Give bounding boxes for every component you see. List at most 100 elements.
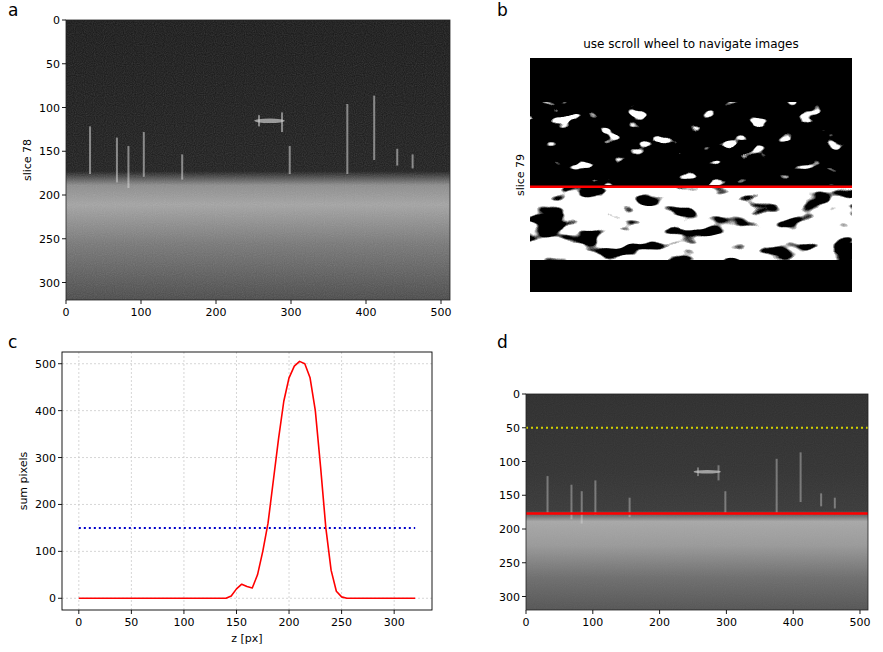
y-tick [522,596,526,597]
image-band [530,187,852,260]
y-tick-label: 0 [49,592,56,605]
y-tick [62,20,66,21]
panel-title: use scroll wheel to navigate images [583,37,799,51]
y-tick-label: 50 [506,422,520,435]
y-tick [58,410,62,411]
grid-line [131,352,132,610]
x-tick-label: 200 [279,616,300,629]
y-tick-label: 150 [39,145,60,158]
y-tick-label: 500 [35,358,56,371]
y-tick-label: 100 [39,102,60,115]
panel-letter: a [8,0,18,20]
y-tick-label: 250 [499,557,520,570]
plot-frame [62,352,432,610]
y-tick [522,529,526,530]
y-tick-label: 100 [499,456,520,469]
panel-letter: c [8,332,17,352]
x-tick-label: 300 [716,616,737,629]
y-tick [522,495,526,496]
x-tick [859,610,860,614]
y-tick [58,457,62,458]
plot-area [62,352,432,610]
panel-letter: d [497,332,508,352]
y-tick-label: 400 [35,405,56,418]
x-tick [291,300,292,304]
x-tick [441,300,442,304]
y-tick [522,461,526,462]
x-tick-label: 100 [173,616,194,629]
y-tick [522,562,526,563]
x-tick-label: 300 [281,306,302,319]
x-axis-title: z [px] [231,632,262,645]
y-axis-title: slice 78 [21,139,34,181]
plot-area [530,58,852,292]
plot-frame [526,394,868,610]
reference-line [526,427,868,429]
grid-line [341,352,342,610]
y-tick [58,504,62,505]
panel-d: 0100200300400500050100150200250300d [497,332,870,629]
y-tick [62,238,66,239]
y-tick-label: 0 [53,14,60,27]
image-noise [526,394,868,610]
y-tick [62,107,66,108]
x-tick-label: 100 [582,616,603,629]
y-tick-label: 0 [513,388,520,401]
grid-line [183,352,184,610]
grid-line [394,352,395,610]
y-tick-label: 50 [46,58,60,71]
x-tick [131,610,132,614]
y-axis-title: slice 79 [514,154,527,196]
panel-letter: b [497,0,508,20]
reference-line [530,185,852,188]
x-tick [216,300,217,304]
plot-area [66,20,450,300]
x-tick-label: 300 [384,616,405,629]
x-tick [289,610,290,614]
x-tick [341,610,342,614]
y-tick [58,363,62,364]
y-tick-label: 200 [39,189,60,202]
grid-line [62,504,432,505]
panel-b: slice 79 use scroll wheel to navigate ima… [497,0,852,292]
x-tick-label: 250 [331,616,352,629]
x-tick [526,610,527,614]
grid-line [236,352,237,610]
x-tick [183,610,184,614]
grid-line [62,551,432,552]
image-blobs [530,102,852,184]
image-background [526,394,868,610]
x-tick-label: 200 [649,616,670,629]
y-tick [62,282,66,283]
x-tick [66,300,67,304]
image-noise [66,20,450,300]
x-tick [78,610,79,614]
x-tick-label: 500 [849,616,870,629]
reference-line [526,512,868,515]
x-tick [394,610,395,614]
data-line [79,361,415,598]
plot-area [526,394,868,610]
grid-line [62,363,432,364]
y-tick [58,551,62,552]
y-tick-label: 200 [499,523,520,536]
y-tick-label: 200 [35,498,56,511]
y-tick [62,63,66,64]
x-tick-label: 150 [226,616,247,629]
x-tick [659,610,660,614]
x-tick [236,610,237,614]
x-tick-label: 400 [783,616,804,629]
x-tick-label: 0 [63,306,70,319]
y-tick-label: 300 [39,277,60,290]
x-tick [726,610,727,614]
panel-a: 0100200300400500050100150200250300slice … [8,0,452,319]
y-tick [62,151,66,152]
y-tick-label: 300 [35,452,56,465]
x-tick-label: 500 [431,306,452,319]
grid-line [62,457,432,458]
y-tick [62,195,66,196]
y-tick-label: 100 [35,545,56,558]
x-tick-label: 200 [206,306,227,319]
grid-line [62,410,432,411]
x-tick-label: 400 [356,306,377,319]
